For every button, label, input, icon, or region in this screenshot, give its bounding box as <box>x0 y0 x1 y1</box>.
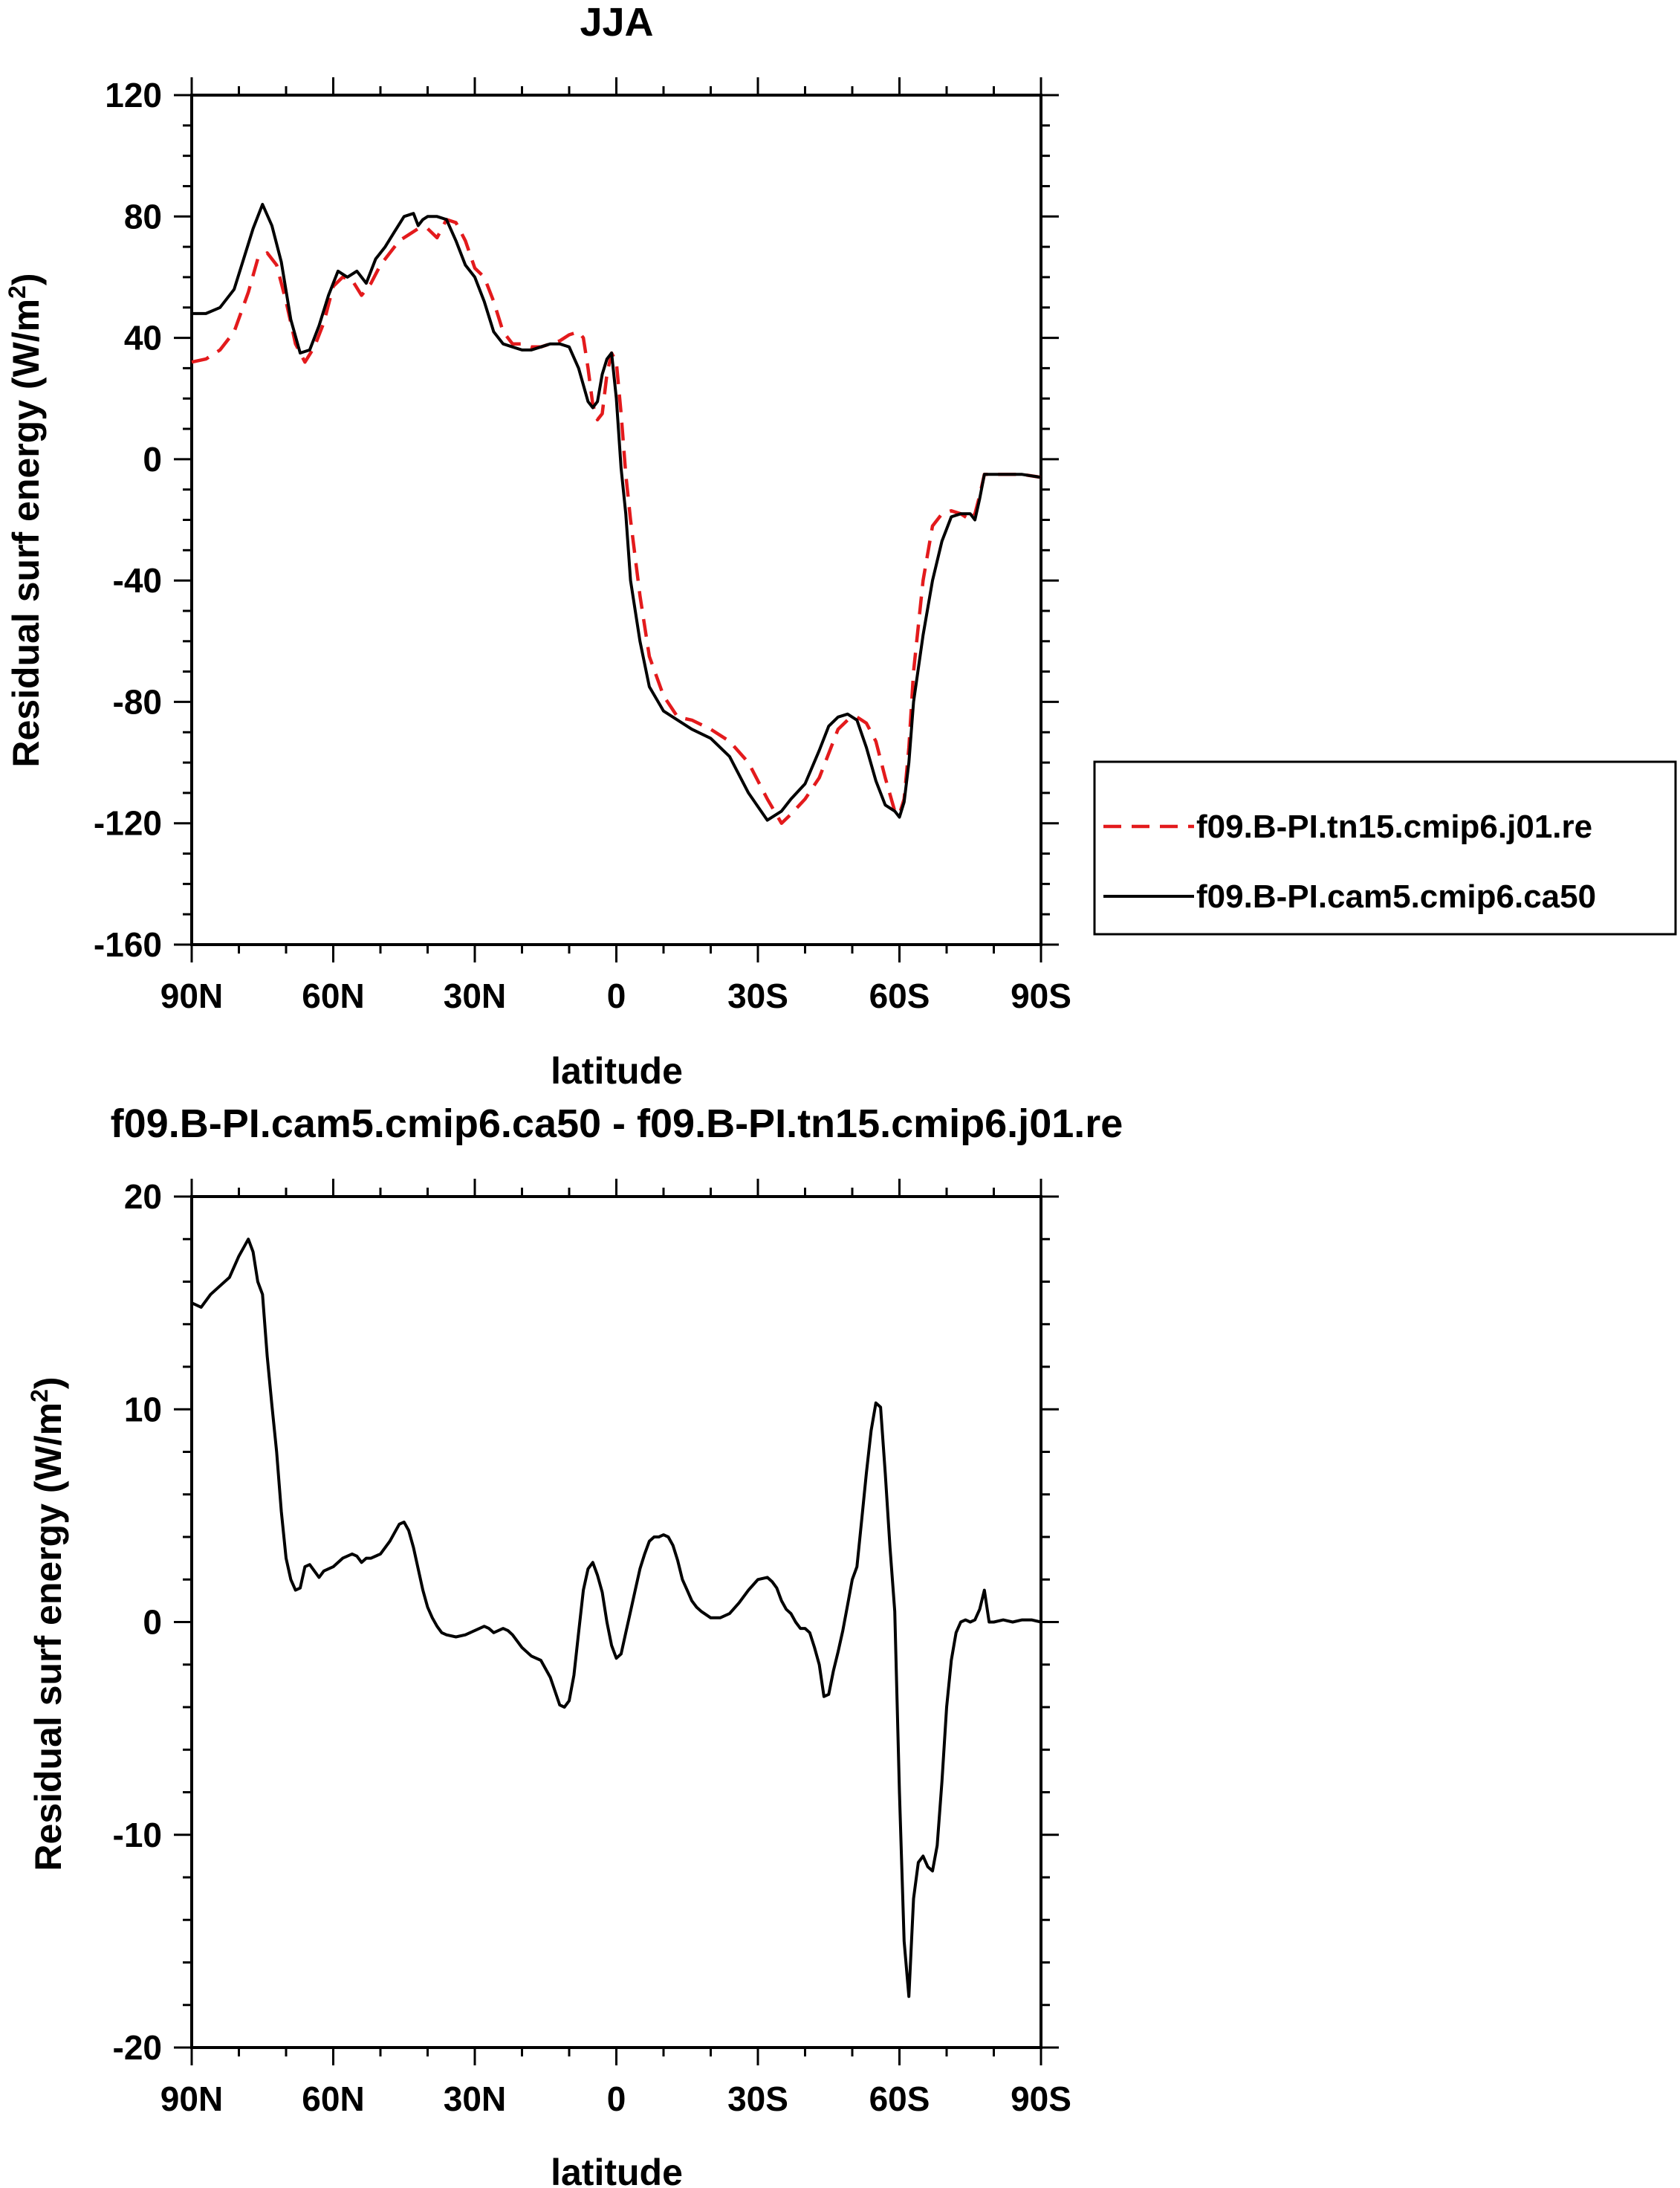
top-panel: JJA 90N 60N 30N 0 30S 60S 90S 120 80 40 0 -40 -80 -1… <box>4 0 1677 1092</box>
bottom-y-axis-label-close: ) <box>27 1376 69 1389</box>
x-tick-label: 30N <box>444 2079 506 2118</box>
top-plot-frame <box>190 94 1042 946</box>
bottom-y-tick-labels: 20 10 0 -10 -20 <box>113 1177 162 2067</box>
top-y-axis-label: Residual surf energy (W/m2) <box>4 273 47 767</box>
x-tick-label: 30N <box>444 977 506 1015</box>
x-tick-label: 30S <box>727 977 788 1015</box>
x-tick-label: 90S <box>1011 2079 1071 2118</box>
y-tick-label: 40 <box>124 319 162 357</box>
x-tick-label: 30S <box>727 2079 788 2118</box>
x-tick-label: 60S <box>869 2079 930 2118</box>
bottom-x-axis-label: latitude <box>551 2152 683 2188</box>
y-tick-label: 10 <box>124 1390 162 1428</box>
legend-label-series-a: f09.B-PI.tn15.cmip6.j01.re <box>1196 809 1592 845</box>
x-tick-label: 90S <box>1011 977 1071 1015</box>
legend-label-series-b: f09.B-PI.cam5.cmip6.ca50 <box>1196 878 1596 915</box>
bottom-y-axis-label-text: Residual surf energy (W/m <box>27 1402 69 1871</box>
y-tick-label: 120 <box>105 76 162 114</box>
top-x-tick-labels: 90N 60N 30N 0 30S 60S 90S <box>160 977 1071 1015</box>
bottom-tick-marks <box>174 1179 1059 2065</box>
top-chart-title: JJA <box>580 0 653 45</box>
x-tick-label: 0 <box>607 977 626 1015</box>
series-line-1 <box>191 218 1042 825</box>
y-tick-label: -10 <box>113 1816 162 1854</box>
top-y-axis-label-close: ) <box>5 273 47 285</box>
bottom-chart-title: f09.B-PI.cam5.cmip6.ca50 - f09.B-PI.tn15… <box>111 1101 1123 1146</box>
top-plot-area: 90N 60N 30N 0 30S 60S 90S 120 80 40 0 -40 -80 -120 -1… <box>94 76 1071 1015</box>
bottom-series-lines <box>191 1237 1042 1998</box>
x-tick-label: 90N <box>160 2079 223 2118</box>
x-tick-label: 90N <box>160 977 223 1015</box>
bottom-plot-area: 90N 60N 30N 0 30S 60S 90S 20 10 0 -10 -20 <box>113 1177 1071 2118</box>
y-tick-label: 0 <box>143 1603 162 1642</box>
y-tick-label: 80 <box>124 197 162 236</box>
top-legend: f09.B-PI.tn15.cmip6.j01.re f09.B-PI.cam5… <box>1093 760 1677 936</box>
top-tick-marks <box>174 77 1059 962</box>
series-line-2 <box>192 203 1042 822</box>
y-tick-label: -160 <box>94 925 162 964</box>
top-y-axis-label-sup: 2 <box>4 285 30 299</box>
series-line-1 <box>191 1237 1042 1998</box>
x-tick-label: 60N <box>302 977 364 1015</box>
bottom-x-tick-labels: 90N 60N 30N 0 30S 60S 90S <box>160 2079 1071 2118</box>
y-tick-label: -40 <box>113 561 162 600</box>
x-tick-label: 0 <box>607 2079 626 2118</box>
bottom-y-axis-label: Residual surf energy (W/m2) <box>26 1376 69 1871</box>
top-series-lines <box>191 203 1042 825</box>
top-y-axis-label-text: Residual surf energy (W/m <box>5 299 47 768</box>
bottom-panel: f09.B-PI.cam5.cmip6.ca50 - f09.B-PI.tn15… <box>26 1101 1123 2188</box>
y-tick-label: -20 <box>113 2028 162 2067</box>
top-y-tick-labels: 120 80 40 0 -40 -80 -120 -160 <box>94 76 162 964</box>
top-x-axis-label: latitude <box>551 1050 683 1092</box>
y-tick-label: -120 <box>94 804 162 843</box>
y-tick-label: -80 <box>113 682 162 721</box>
y-tick-label: 0 <box>143 440 162 479</box>
legend-box <box>1093 760 1677 936</box>
y-tick-label: 20 <box>124 1177 162 1216</box>
x-tick-label: 60N <box>302 2079 364 2118</box>
x-tick-label: 60S <box>869 977 930 1015</box>
bottom-y-axis-label-sup: 2 <box>26 1389 53 1402</box>
